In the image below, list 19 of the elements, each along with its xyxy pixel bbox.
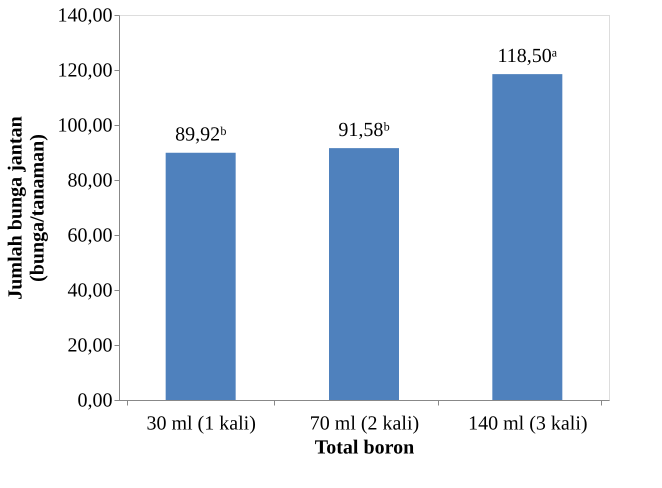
bar bbox=[492, 74, 562, 400]
x-tick-label: 70 ml (2 kali) bbox=[310, 412, 420, 434]
y-axis-title: Jumlah bunga jantan (bunga/tanaman) bbox=[4, 116, 48, 300]
x-axis-title: Total boron bbox=[314, 436, 414, 458]
y-tick-label: 0,00 bbox=[78, 390, 112, 412]
bar bbox=[329, 148, 399, 400]
data-label: 89,92ᵇ bbox=[175, 124, 226, 146]
y-tick-label: 120,00 bbox=[58, 60, 112, 82]
x-tick-label: 30 ml (1 kali) bbox=[146, 412, 256, 434]
data-label: 91,58ᵇ bbox=[338, 119, 390, 142]
y-tick-label: 20,00 bbox=[68, 334, 112, 356]
y-tick-label: 80,00 bbox=[68, 170, 112, 192]
y-tick-label: 60,00 bbox=[68, 224, 112, 246]
data-label: 118,50ᵃ bbox=[497, 45, 558, 68]
x-tick-label: 140 ml (3 kali) bbox=[468, 412, 588, 434]
y-tick-label: 100,00 bbox=[58, 114, 112, 136]
bar bbox=[166, 152, 236, 400]
y-tick-label: 140,00 bbox=[58, 4, 112, 26]
y-tick-label: 40,00 bbox=[68, 280, 112, 302]
